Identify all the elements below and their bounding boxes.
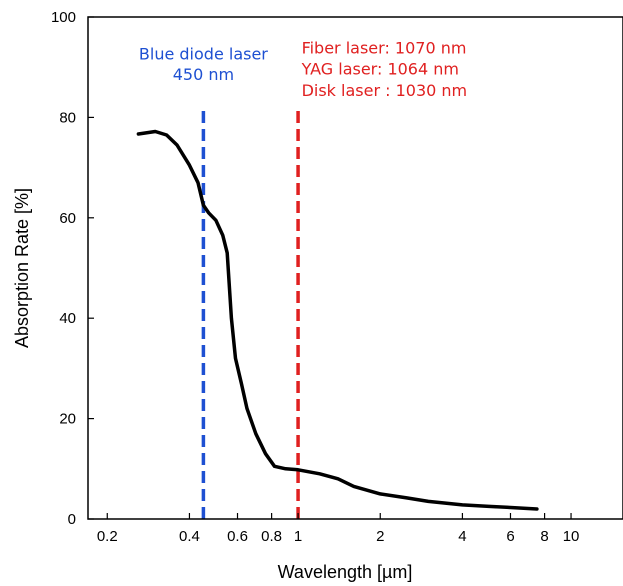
x-tick-label: 1 — [294, 528, 302, 545]
data-point — [225, 251, 229, 255]
x-tick-label: 4 — [458, 528, 466, 545]
annotation-red-line2: YAG laser: 1064 nm — [301, 60, 459, 79]
x-tick-label: 8 — [540, 528, 548, 545]
x-tick-label: 0.2 — [97, 528, 118, 545]
data-point — [405, 496, 408, 500]
y-tick-label: 0 — [68, 511, 76, 528]
x-tick-label: 0.4 — [179, 528, 200, 545]
data-point — [427, 500, 430, 503]
annotation-blue-line2: 450 nm — [173, 65, 234, 84]
data-point — [461, 503, 464, 507]
x-tick-label: 2 — [376, 528, 384, 545]
data-point — [379, 492, 382, 496]
reference-lines-layer — [201, 107, 300, 519]
y-tick-label: 60 — [59, 210, 76, 227]
data-point — [273, 465, 276, 468]
series-layer — [136, 129, 539, 511]
data-point — [137, 132, 140, 136]
annotation-red-line3: Disk laser : 1030 nm — [302, 81, 468, 100]
data-point — [175, 143, 179, 147]
data-point — [188, 163, 191, 167]
data-point — [240, 382, 243, 385]
data-point — [336, 477, 340, 481]
plot-frame — [87, 16, 623, 520]
x-tick-label: 0.6 — [227, 528, 248, 545]
y-tick-label: 100 — [51, 9, 76, 26]
data-point — [352, 485, 355, 488]
data-point — [487, 505, 491, 508]
y-tick-label: 40 — [59, 310, 76, 327]
data-point — [221, 234, 225, 237]
x-tick-label: 6 — [506, 528, 514, 545]
data-point — [535, 507, 539, 511]
data-point — [202, 204, 205, 207]
data-point — [245, 407, 249, 410]
data-point — [296, 468, 300, 472]
data-point — [318, 472, 321, 476]
data-point — [234, 357, 237, 360]
data-point — [214, 219, 218, 222]
x-tick-label: 0.8 — [261, 528, 282, 545]
x-axis-title: Wavelength [µm] — [278, 562, 413, 582]
y-tick-label: 80 — [59, 109, 76, 126]
data-point — [254, 432, 257, 435]
data-point — [196, 181, 200, 184]
x-tick-label: 10 — [563, 528, 580, 545]
data-point — [154, 130, 157, 133]
data-point — [284, 467, 287, 470]
annotation-red-line1: Fiber laser: 1070 nm — [302, 39, 467, 58]
y-axis-title: Absorption Rate [%] — [12, 188, 32, 348]
data-point — [230, 317, 233, 320]
data-point — [264, 452, 267, 455]
data-point — [165, 133, 168, 137]
annotation-blue-line1: Blue diode laser — [139, 45, 268, 64]
absorption-curve — [136, 129, 539, 511]
data-point — [207, 211, 210, 214]
data-point — [509, 506, 512, 509]
y-tick-label: 20 — [59, 411, 76, 428]
